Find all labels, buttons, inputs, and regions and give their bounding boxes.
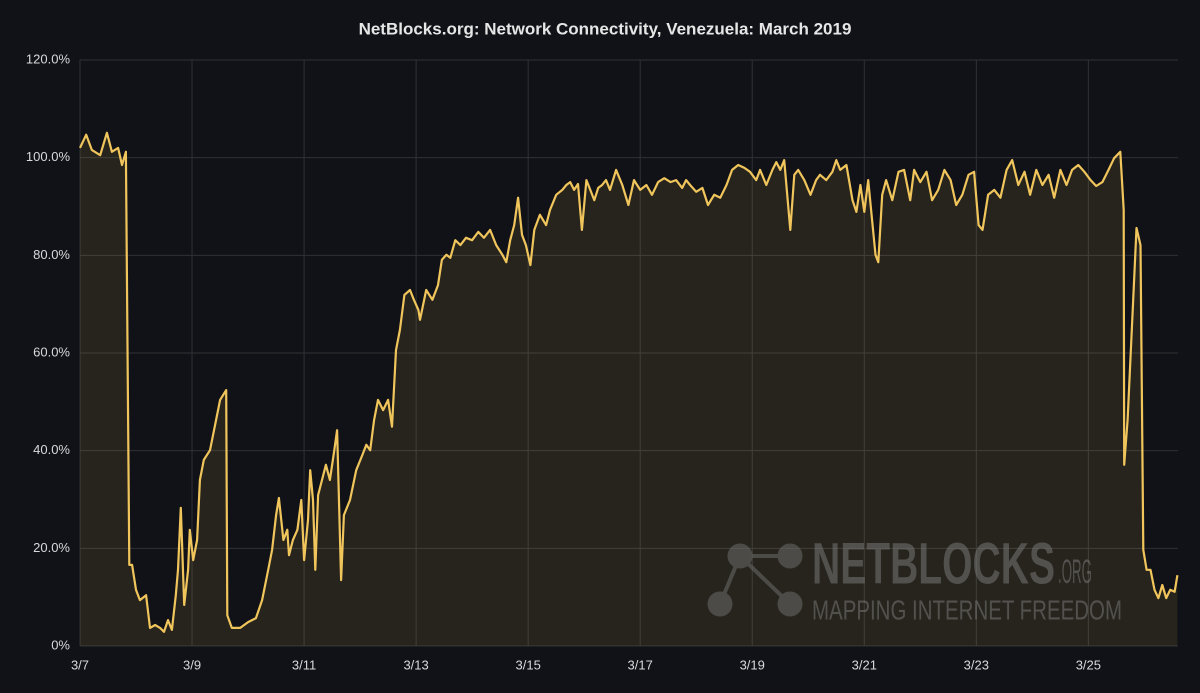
- y-tick-label: 120.0%: [26, 51, 71, 66]
- x-tick-label: 3/19: [740, 657, 765, 672]
- watermark: NETBLOCKS .ORG MAPPING INTERNET FREEDOM: [707, 531, 1122, 625]
- x-tick-label: 3/13: [403, 657, 428, 672]
- watermark-name: NETBLOCKS: [812, 531, 1055, 596]
- y-tick-label: 80.0%: [33, 247, 70, 262]
- line: [79, 131, 1179, 633]
- chart-title: NetBlocks.org: Network Connectivity, Ven…: [359, 19, 852, 38]
- y-tick-label: 20.0%: [33, 540, 70, 555]
- x-tick-label: 3/15: [516, 657, 541, 672]
- y-tick-label: 0%: [51, 637, 70, 652]
- logo: [707, 543, 803, 617]
- x-tick-label: 3/25: [1076, 657, 1101, 672]
- watermark-suffix: .ORG: [1058, 553, 1092, 591]
- x-tick-label: 3/17: [628, 657, 653, 672]
- x-tick-label: 3/21: [852, 657, 877, 672]
- logo-dot: [727, 543, 753, 569]
- logo-dot: [777, 591, 803, 617]
- x-tick-label: 3/23: [964, 657, 989, 672]
- plot: [79, 131, 1179, 647]
- watermark-tagline: MAPPING INTERNET FREEDOM: [812, 594, 1122, 625]
- y-tick-label: 40.0%: [33, 442, 70, 457]
- area-fill: [80, 132, 1178, 647]
- logo-dot: [707, 591, 733, 617]
- x-tick-label: 3/7: [71, 657, 89, 672]
- y-tick-label: 100.0%: [26, 149, 71, 164]
- x-tick-label: 3/9: [183, 657, 201, 672]
- logo-dot: [777, 543, 803, 569]
- y-tick-label: 60.0%: [33, 344, 70, 359]
- grid: 0% 20.0% 40.0% 60.0% 80.0% 100.0% 120.0% 3/7 3/9…: [26, 51, 1178, 672]
- x-tick-label: 3/11: [292, 657, 316, 672]
